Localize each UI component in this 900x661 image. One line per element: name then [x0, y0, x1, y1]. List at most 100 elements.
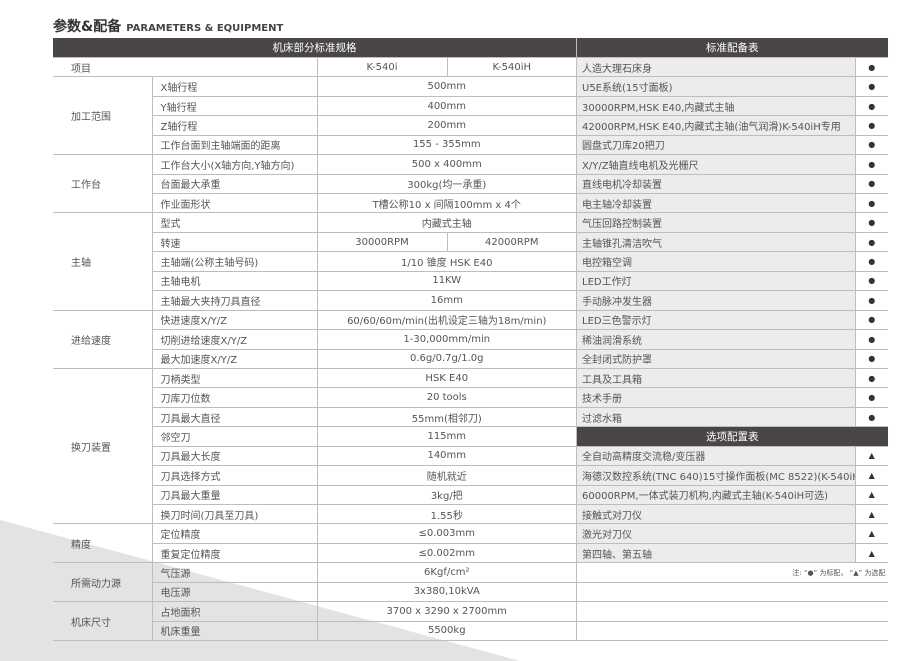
- standard-dot-icon: ●: [855, 329, 888, 350]
- table-row: 主轴电机 11KW: [53, 271, 576, 292]
- list-item: 工具及工具箱 ●: [576, 368, 888, 389]
- param-name: 刀具最大长度: [151, 446, 317, 467]
- param-value: 60/60/60m/min(出机设定三轴为18m/min): [316, 310, 576, 331]
- param-name: 转速: [151, 232, 317, 253]
- table-row: 刀具选择方式 随机就近: [53, 465, 576, 486]
- list-item: 人造大理石床身 ●: [576, 57, 888, 78]
- equipment-name: LED三色警示灯: [576, 310, 856, 331]
- equipment-table: 标准配备表 人造大理石床身 ● U5E系统(15寸面板) ● 30000RPM,HSK E…: [576, 38, 888, 642]
- param-name: 台面最大承重: [151, 174, 317, 195]
- equipment-name: 电主轴冷却装置: [576, 193, 856, 214]
- param-name: 换刀时间(刀具至刀具): [151, 504, 317, 525]
- param-name: 气压源: [151, 562, 317, 583]
- equipment-name: 全封闭式防护罩: [576, 349, 856, 369]
- standard-dot-icon: ●: [855, 193, 888, 214]
- param-value: 3kg/把: [316, 485, 576, 506]
- table-row: 主轴端(公称主轴号码) 1/10 锥度 HSK E40: [53, 251, 576, 272]
- param-value: T槽公称10 x 间隔100mm x 4个: [316, 193, 576, 214]
- param-name: 作业面形状: [151, 193, 317, 214]
- spec-table: 机床部分标准规格 项目 K-540i K-540iH 加工范围 X轴行程 500mm Y轴行程…: [53, 38, 576, 642]
- list-item: X/Y/Z轴直线电机及光栅尺 ●: [576, 154, 888, 175]
- list-item: 激光对刀仪 ▲: [576, 523, 888, 544]
- param-name: X轴行程: [151, 76, 317, 97]
- empty-row: [576, 601, 888, 622]
- param-name: 型式: [151, 212, 317, 233]
- param-name: 主轴电机: [151, 271, 317, 292]
- table-row: 工作台 工作台大小(X轴方向,Y轴方向) 500 x 400mm: [53, 154, 576, 214]
- list-item: 圆盘式刀库20把刀 ●: [576, 135, 888, 156]
- param-value: 内藏式主轴: [316, 212, 576, 233]
- list-item: LED工作灯 ●: [576, 271, 888, 292]
- param-value: HSK E40: [316, 368, 576, 389]
- param-value: 11KW: [316, 271, 576, 292]
- table-row: 换刀时间(刀具至刀具) 1.55秒: [53, 504, 576, 525]
- list-item: 主轴锥孔清洁吹气 ●: [576, 232, 888, 253]
- equipment-name: 过滤水箱: [576, 407, 856, 428]
- standard-dot-icon: ●: [855, 76, 888, 97]
- standard-dot-icon: ●: [855, 407, 888, 428]
- param-name: 切削进给速度X/Y/Z: [151, 329, 317, 350]
- optional-triangle-icon: ▲: [855, 523, 888, 544]
- table-row: 进给速度 快进速度X/Y/Z 60/60/60m/min(出机设定三轴为18m/mi…: [53, 310, 576, 369]
- table-row: 最大加速度X/Y/Z 0.6g/0.7g/1.0g: [53, 349, 576, 369]
- list-item: 稀油润滑系统 ●: [576, 329, 888, 350]
- list-item: 30000RPM,HSK E40,内藏式主轴 ●: [576, 96, 888, 117]
- option-name: 海德汉数控系统(TNC 640)15寸操作面板(MC 8522)(K-540iH…: [576, 465, 856, 486]
- legend-note: 注: “●” 为标配， “▲” 为选配: [576, 562, 888, 583]
- group-label: 换刀装置: [53, 368, 152, 525]
- param-name: Y轴行程: [151, 96, 317, 117]
- table-row: 主轴最大夹持刀具直径 16mm: [53, 290, 576, 311]
- equipment-name: 人造大理石床身: [576, 57, 856, 78]
- model-k540i: K-540i: [316, 57, 447, 78]
- param-value: 200mm: [316, 115, 576, 136]
- optional-triangle-icon: ▲: [855, 543, 888, 564]
- equipment-name: 工具及工具箱: [576, 368, 856, 389]
- param-name: 工作台大小(X轴方向,Y轴方向): [151, 154, 317, 175]
- list-item: 接触式对刀仪 ▲: [576, 504, 888, 525]
- optional-triangle-icon: ▲: [855, 465, 888, 486]
- equipment-name: 圆盘式刀库20把刀: [576, 135, 856, 156]
- list-item: 42000RPM,HSK E40,内藏式主轴(油气润滑)K-540iH专用 ●: [576, 115, 888, 136]
- param-value: 140mm: [316, 446, 576, 467]
- optional-header: 选项配置表: [576, 426, 888, 447]
- optional-triangle-icon: ▲: [855, 504, 888, 525]
- group-label: 主轴: [53, 212, 152, 311]
- param-name: 电压源: [151, 582, 317, 603]
- table-row: 重复定位精度 ≤0.002mm: [53, 543, 576, 564]
- standard-dot-icon: ●: [855, 232, 888, 253]
- param-value: 3700 x 3290 x 2700mm: [316, 601, 576, 622]
- list-item: 气压回路控制装置 ●: [576, 212, 888, 233]
- table-row: 工作台面到主轴端面的距离 155 - 355mm: [53, 135, 576, 156]
- equipment-name: 稀油润滑系统: [576, 329, 856, 350]
- standard-dot-icon: ●: [855, 154, 888, 175]
- param-name: 刀库刀位数: [151, 387, 317, 408]
- param-value: 115mm: [316, 426, 576, 447]
- equipment-name: 30000RPM,HSK E40,内藏式主轴: [576, 96, 856, 117]
- equipment-name: X/Y/Z轴直线电机及光栅尺: [576, 154, 856, 175]
- item-label: 项目: [53, 57, 317, 78]
- equipment-name: 电控箱空调: [576, 251, 856, 272]
- standard-dot-icon: ●: [855, 271, 888, 292]
- standard-dot-icon: ●: [855, 310, 888, 331]
- group-label: 精度: [53, 523, 152, 564]
- table-row: 刀具最大重量 3kg/把: [53, 485, 576, 506]
- list-item: 技术手册 ●: [576, 387, 888, 408]
- table-row: 刀具最大长度 140mm: [53, 446, 576, 467]
- table-row: 所需动力源 气压源 6Kgf/cm²: [53, 562, 576, 603]
- title-cn: 参数&配备: [53, 19, 122, 35]
- equipment-name: 直线电机冷却装置: [576, 174, 856, 195]
- param-name: 主轴最大夹持刀具直径: [151, 290, 317, 311]
- param-name: 主轴端(公称主轴号码): [151, 251, 317, 272]
- standard-dot-icon: ●: [855, 57, 888, 78]
- option-name: 60000RPM,一体式装刀机构,内藏式主轴(K-540iH可选): [576, 485, 856, 506]
- param-value: 55mm(相邻刀): [316, 407, 576, 428]
- table-row: 刀具最大直径 55mm(相邻刀): [53, 407, 576, 428]
- list-item: 第四轴、第五轴 ▲: [576, 543, 888, 564]
- list-item: 全自动高精度交流稳/变压器 ▲: [576, 446, 888, 467]
- standard-dot-icon: ●: [855, 349, 888, 369]
- table-row: 机床重量 5500kg: [53, 621, 576, 642]
- param-value: 1-30,000mm/min: [316, 329, 576, 350]
- empty-row: [576, 621, 888, 642]
- empty-row: [576, 582, 888, 603]
- table-row: 精度 定位精度 ≤0.003mm: [53, 523, 576, 564]
